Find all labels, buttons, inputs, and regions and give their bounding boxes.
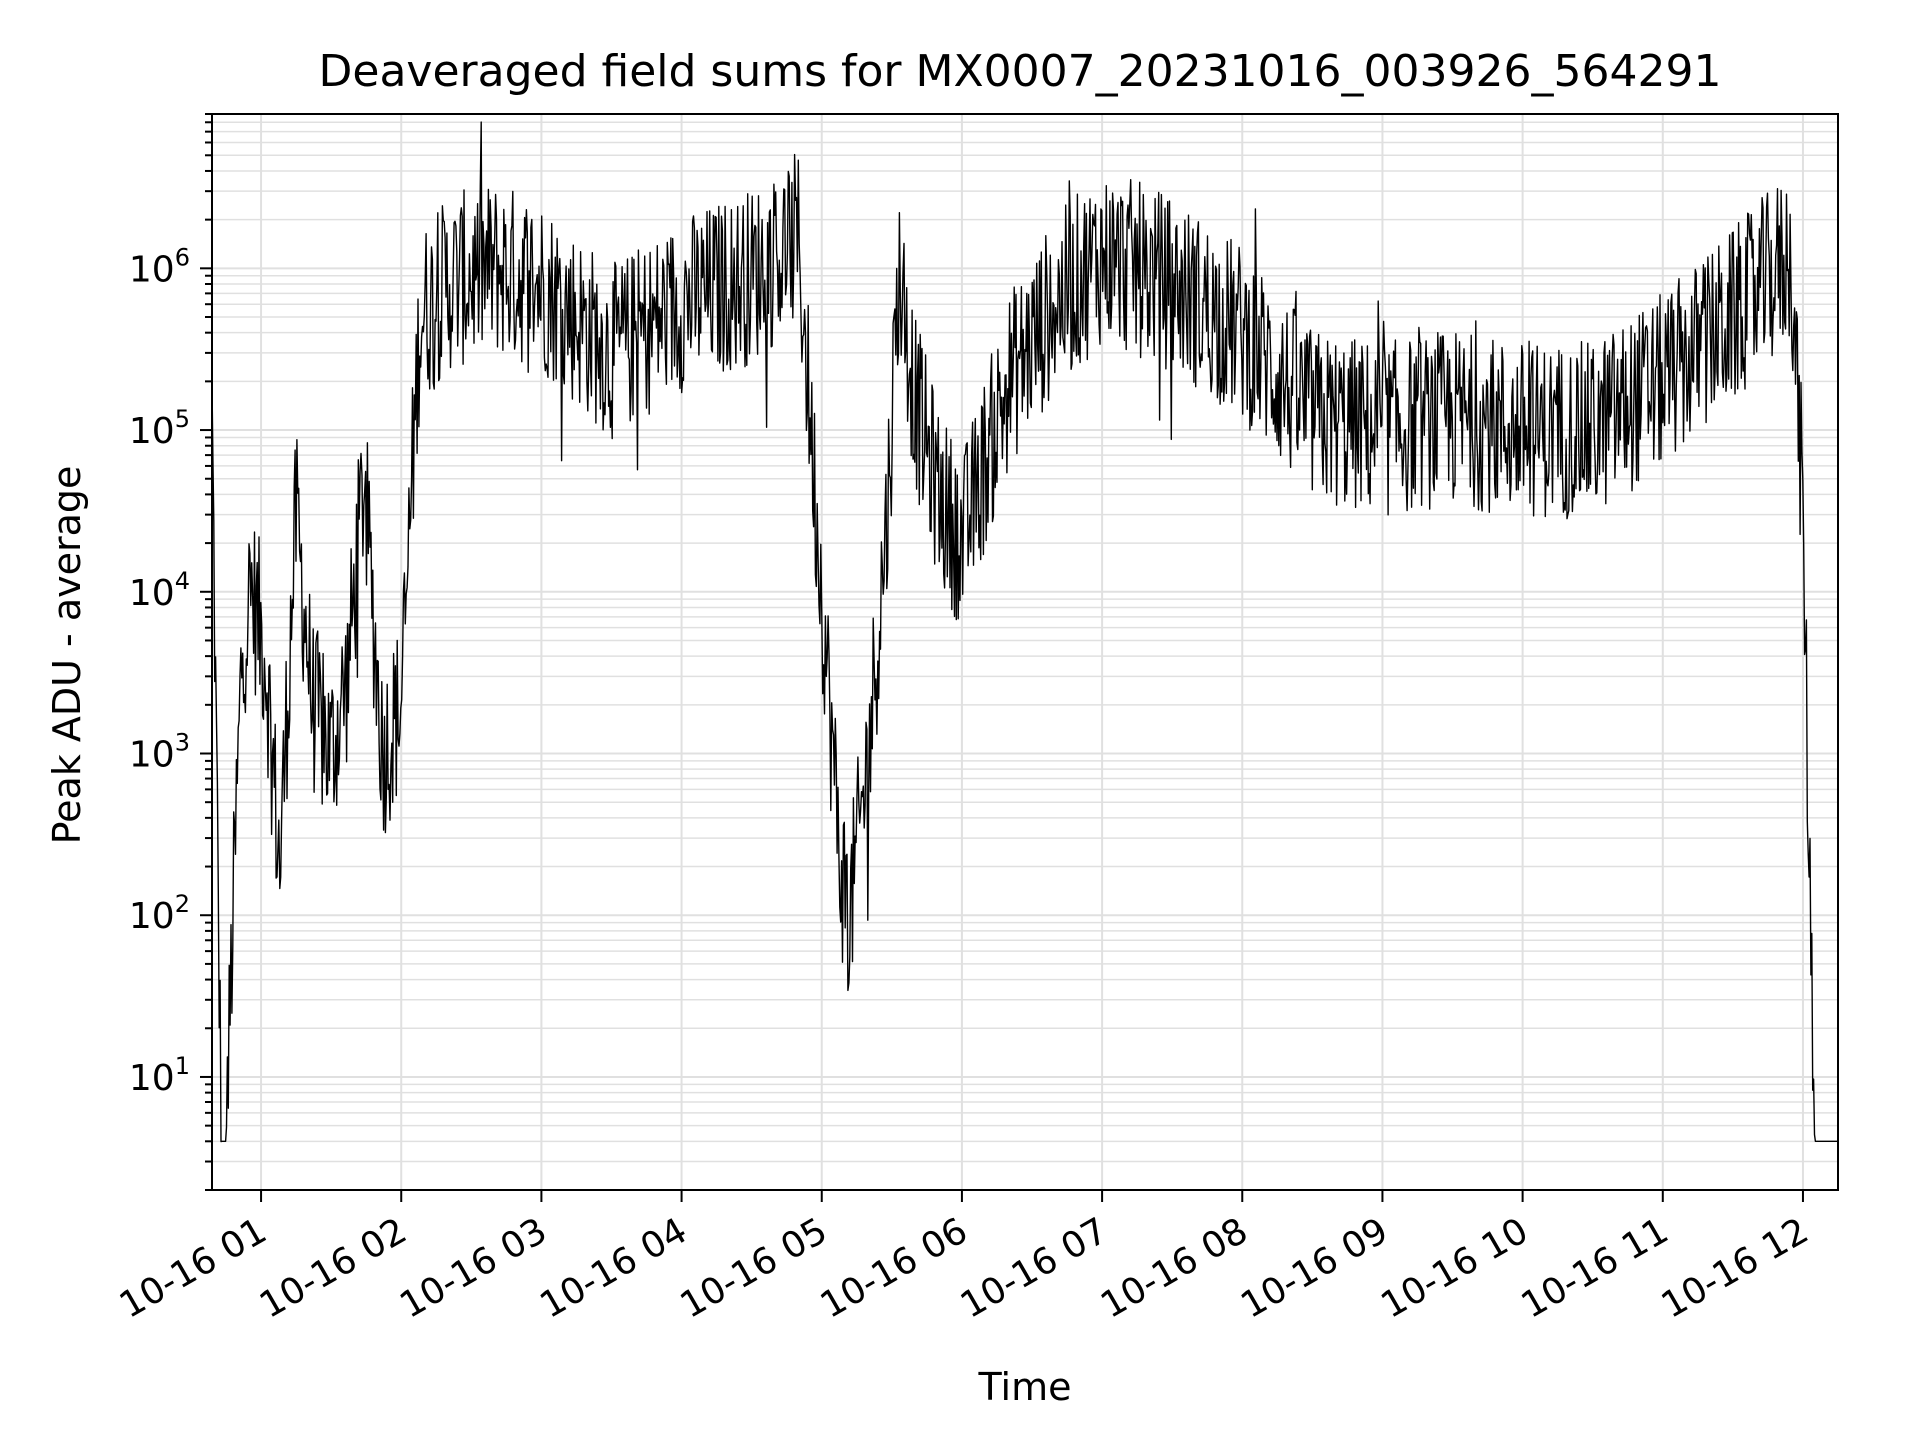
y-tick-exponent: 1 [175, 1052, 190, 1080]
x-tick-label: 10-16 04 [533, 1210, 694, 1326]
y-tick-label: 104 [129, 567, 190, 614]
y-tick-base: 10 [129, 249, 175, 290]
y-tick-base: 10 [129, 1058, 175, 1099]
x-axis-label: Time [978, 1365, 1072, 1409]
y-tick-base: 10 [129, 573, 175, 614]
x-tick-label: 10-16 03 [393, 1210, 554, 1326]
y-tick-base: 10 [129, 896, 175, 937]
grid [212, 113, 1838, 1191]
x-tick-label: 10-16 05 [674, 1210, 835, 1326]
y-tick-base: 10 [129, 411, 175, 452]
y-tick-label: 103 [129, 729, 190, 776]
x-tick-label: 10-16 07 [954, 1210, 1115, 1326]
x-tick-label: 10-16 11 [1515, 1210, 1676, 1326]
x-tick-label: 10-16 10 [1374, 1210, 1535, 1326]
data-series-line [211, 121, 1838, 1143]
y-tick-label: 106 [129, 243, 190, 290]
y-tick-label: 101 [129, 1052, 190, 1099]
x-tick-label: 10-16 06 [814, 1210, 975, 1326]
y-tick-label: 105 [129, 405, 190, 452]
chart-title: Deaveraged field sums for MX0007_2023101… [319, 46, 1722, 97]
y-tick-exponent: 6 [175, 243, 190, 271]
y-axis-label: Peak ADU - average [45, 466, 89, 845]
y-tick-label: 102 [129, 890, 190, 937]
x-tick-label: 10-16 08 [1094, 1210, 1255, 1326]
y-tick-exponent: 3 [175, 729, 190, 757]
y-tick-exponent: 2 [175, 890, 190, 918]
y-tick-base: 10 [129, 735, 175, 776]
x-tick-label: 10-16 02 [253, 1210, 414, 1326]
x-tick-label: 10-16 01 [113, 1210, 274, 1326]
x-tick-label: 10-16 09 [1234, 1210, 1395, 1326]
x-tick-label: 10-16 12 [1655, 1210, 1816, 1326]
y-tick-exponent: 5 [175, 405, 190, 433]
plot-frame [211, 113, 1839, 1191]
y-tick-exponent: 4 [175, 567, 190, 595]
